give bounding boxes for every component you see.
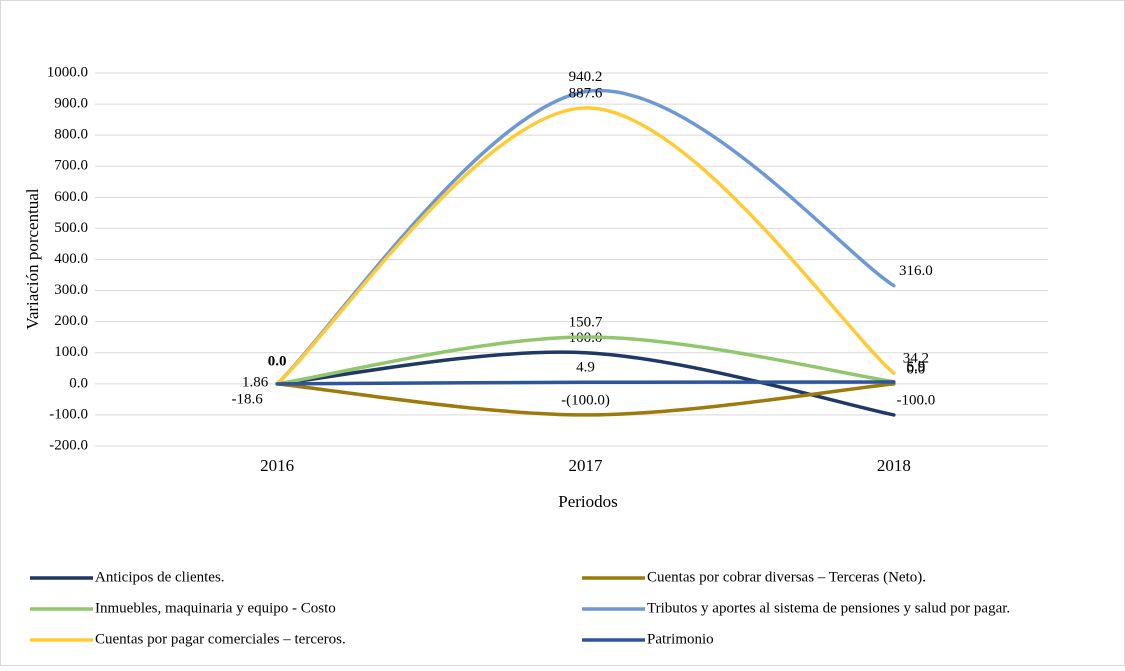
y-tick-label: -100.0 (49, 406, 88, 422)
data-label: 940.2 (569, 69, 603, 85)
series-line (275, 350, 896, 417)
y-tick-label: 600.0 (54, 189, 88, 205)
data-label: 34.2 (903, 351, 929, 367)
x-tick-label: 2018 (877, 456, 911, 475)
legend-label: Anticipos de clientes. (95, 569, 225, 585)
y-tick-label: 700.0 (54, 158, 88, 174)
x-axis-label: Periodos (558, 492, 618, 511)
legend-label: Cuentas por pagar comerciales – terceros… (95, 631, 346, 647)
y-tick-label: 300.0 (54, 282, 88, 298)
y-tick-label: 500.0 (54, 220, 88, 236)
annotation: 0.0 (268, 353, 287, 369)
data-label: 150.7 (569, 314, 603, 330)
data-label: 4.9 (576, 360, 595, 376)
x-tick-label: 2017 (569, 456, 604, 475)
series-line (275, 106, 896, 386)
y-tick-label: 400.0 (54, 251, 88, 267)
data-label: -(100.0) (561, 392, 610, 408)
series-line (275, 380, 896, 386)
y-tick-label: 900.0 (54, 96, 88, 112)
series-line (275, 335, 896, 386)
y-tick-label: 200.0 (54, 313, 88, 329)
legend-label: Tributos y aportes al sistema de pension… (647, 600, 1010, 616)
data-label: 5.9 (906, 359, 925, 375)
data-label: 6.9 (906, 359, 925, 375)
data-label: 887.6 (569, 85, 603, 101)
y-axis-label: Variación porcentual (23, 188, 42, 329)
x-tick-label: 2016 (260, 456, 294, 475)
y-tick-label: 0.0 (69, 375, 88, 391)
legend-label: Cuentas por cobrar diversas – Terceras (… (647, 569, 926, 585)
y-tick-label: 100.0 (54, 344, 88, 360)
series-line (275, 382, 896, 417)
annotation: 1.86 (242, 374, 269, 390)
data-label: 316.0 (899, 263, 933, 279)
data-label: -100.0 (896, 392, 935, 408)
annotation: -18.6 (232, 391, 264, 407)
y-tick-label: 800.0 (54, 127, 88, 143)
y-tick-label: 1000.0 (47, 64, 88, 80)
y-tick-label: -200.0 (49, 437, 88, 453)
legend-label: Inmuebles, maquinaria y equipo - Costo (95, 600, 336, 616)
data-label: 0.0 (906, 361, 925, 377)
legend-label: Patrimonio (647, 631, 714, 647)
